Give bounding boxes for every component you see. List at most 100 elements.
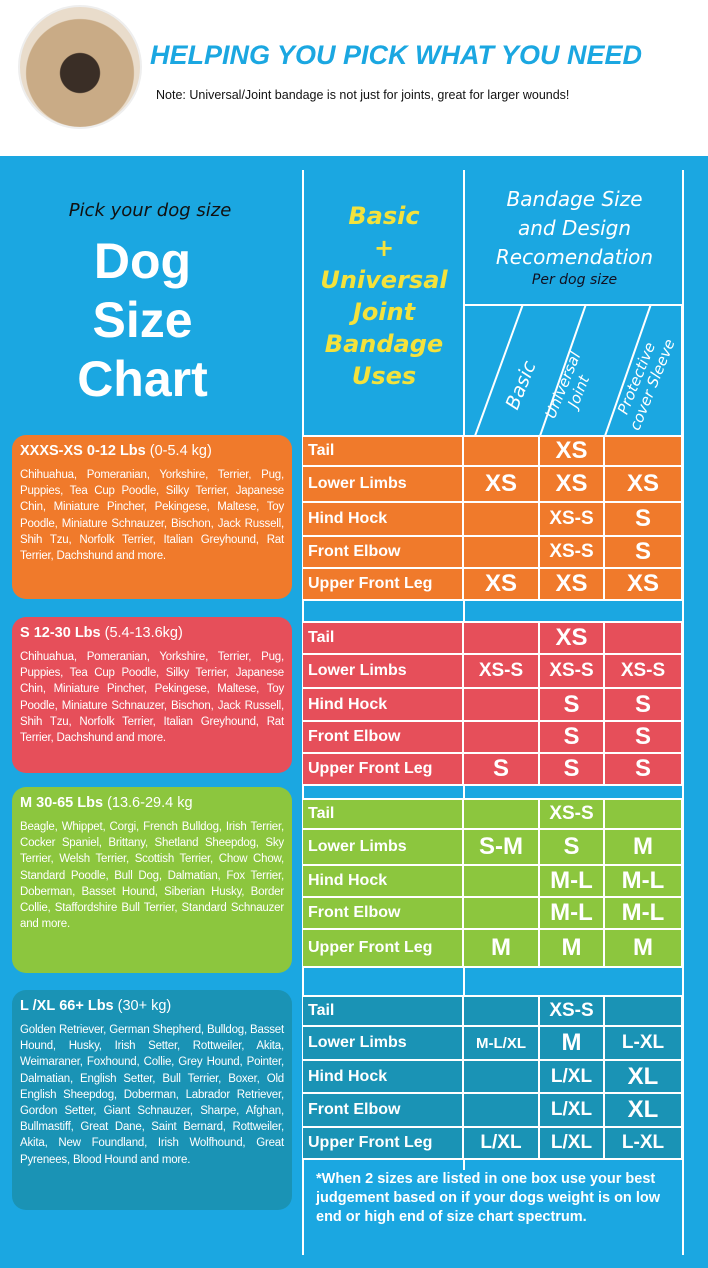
size-cell: M bbox=[464, 930, 540, 966]
size-cell: M bbox=[540, 1027, 605, 1059]
size-cell bbox=[464, 722, 540, 752]
size-cell: XS-S bbox=[540, 800, 605, 828]
size-cell: XS-S bbox=[464, 655, 540, 687]
size-cell bbox=[464, 800, 540, 828]
weight-lbs: 12-30 Lbs bbox=[33, 625, 101, 641]
body-part-label: Upper Front Leg bbox=[303, 930, 464, 966]
size-card: XXXS-XS 0-12 Lbs (0-5.4 kg) Chihuahua, Po… bbox=[12, 435, 292, 599]
divider bbox=[463, 304, 684, 306]
breed-list: Chihuahua, Pomeranian, Yorkshire, Terrie… bbox=[20, 469, 284, 563]
size-cell: S bbox=[605, 722, 683, 752]
size-cell: L/XL bbox=[540, 1128, 605, 1158]
table-row: Hind Hock M-L M-L bbox=[303, 866, 683, 898]
size-cell bbox=[605, 437, 683, 465]
size-cell: L/XL bbox=[464, 1128, 540, 1158]
size-cell: S-M bbox=[464, 830, 540, 864]
size-card: M 30-65 Lbs (13.6-29.4 kg Beagle, Whippet… bbox=[12, 787, 292, 973]
body-part-label: Front Elbow bbox=[303, 1094, 464, 1126]
size-cell: L/XL bbox=[540, 1094, 605, 1126]
size-cell: M-L bbox=[540, 866, 605, 896]
table-row: Upper Front Leg M M M bbox=[303, 930, 683, 968]
size-cell: XS-S bbox=[540, 537, 605, 567]
size-heading: S 12-30 Lbs (5.4-13.6kg) bbox=[20, 625, 284, 641]
body-part-label: Upper Front Leg bbox=[303, 754, 464, 784]
table-row: Upper Front Leg L/XL L/XL L-XL bbox=[303, 1128, 683, 1160]
table-row: Lower Limbs XS XS XS bbox=[303, 467, 683, 503]
body-part-label: Front Elbow bbox=[303, 537, 464, 567]
body-part-label: Hind Hock bbox=[303, 689, 464, 720]
size-cell bbox=[464, 437, 540, 465]
table-row: Lower Limbs XS-S XS-S XS-S bbox=[303, 655, 683, 689]
size-cell: XS bbox=[540, 437, 605, 465]
size-group-table bbox=[303, 621, 683, 786]
size-group-table bbox=[303, 798, 683, 968]
body-part-label: Front Elbow bbox=[303, 722, 464, 752]
table-row: Upper Front Leg S S S bbox=[303, 754, 683, 786]
weight-kg: (13.6-29.4 kg bbox=[107, 795, 193, 811]
size-label: L /XL bbox=[20, 998, 56, 1014]
pick-size-label: Pick your dog size bbox=[68, 200, 232, 221]
size-cell: XL bbox=[605, 1061, 683, 1092]
size-label: S bbox=[20, 625, 30, 641]
chart-title-line: Dog bbox=[93, 233, 192, 289]
column-slant-lines bbox=[474, 304, 683, 436]
pug-photo bbox=[18, 5, 142, 129]
size-cell: S bbox=[605, 689, 683, 720]
recommendation-heading: Bandage Size and Design Recomendation bbox=[466, 185, 683, 272]
uses-heading: Basic + Universal Joint Bandage Uses bbox=[305, 200, 463, 392]
table-row: Hind Hock L/XL XL bbox=[303, 1061, 683, 1094]
size-cell bbox=[605, 997, 683, 1025]
weight-lbs: 30-65 Lbs bbox=[36, 795, 104, 811]
size-cell: M bbox=[540, 930, 605, 966]
table-row: Upper Front Leg XS XS XS bbox=[303, 569, 683, 601]
divider bbox=[682, 170, 684, 1255]
body-part-label: Hind Hock bbox=[303, 503, 464, 535]
weight-kg: (0-5.4 kg) bbox=[149, 443, 212, 459]
size-cell: XS bbox=[540, 623, 605, 653]
size-cell: XS bbox=[540, 569, 605, 599]
size-cell bbox=[464, 898, 540, 928]
size-cell: M-L bbox=[605, 866, 683, 896]
heading-line: Universal bbox=[320, 266, 448, 294]
table-row: Lower Limbs M-L/XL M L-XL bbox=[303, 1027, 683, 1061]
body-part-label: Hind Hock bbox=[303, 1061, 464, 1092]
table-row: Front Elbow XS-S S bbox=[303, 537, 683, 569]
size-cell bbox=[464, 689, 540, 720]
table-row: Tail XS bbox=[303, 623, 683, 655]
size-card: L /XL 66+ Lbs (30+ kg) Golden Retriever, … bbox=[12, 990, 292, 1210]
size-cell bbox=[464, 623, 540, 653]
size-cell bbox=[605, 623, 683, 653]
size-group-table bbox=[303, 995, 683, 1160]
breed-list: Chihuahua, Pomeranian, Yorkshire, Terrie… bbox=[20, 651, 284, 745]
chart-title-line: Chart bbox=[77, 351, 208, 407]
size-cell bbox=[464, 997, 540, 1025]
table-row: Hind Hock XS-S S bbox=[303, 503, 683, 537]
size-group-table bbox=[303, 435, 683, 601]
body-part-label: Lower Limbs bbox=[303, 467, 464, 501]
page-title: HELPING YOU PICK WHAT YOU NEED bbox=[150, 40, 643, 70]
weight-kg: (30+ kg) bbox=[117, 998, 172, 1014]
size-cell: XS bbox=[464, 569, 540, 599]
table-row: Front Elbow L/XL XL bbox=[303, 1094, 683, 1128]
size-cell: S bbox=[605, 503, 683, 535]
size-heading: L /XL 66+ Lbs (30+ kg) bbox=[20, 998, 284, 1014]
heading-line: and Design bbox=[517, 216, 632, 240]
table-row: Tail XS bbox=[303, 437, 683, 467]
size-heading: XXXS-XS 0-12 Lbs (0-5.4 kg) bbox=[20, 443, 284, 459]
size-cell: S bbox=[605, 537, 683, 567]
heading-line: Bandage Size bbox=[506, 187, 643, 211]
size-cell: XS-S bbox=[540, 997, 605, 1025]
body-part-label: Hind Hock bbox=[303, 866, 464, 896]
body-part-label: Tail bbox=[303, 800, 464, 828]
heading-line: Joint bbox=[352, 298, 416, 326]
heading-line: Bandage bbox=[324, 330, 444, 358]
table-row: Lower Limbs S-M S M bbox=[303, 830, 683, 866]
size-card: S 12-30 Lbs (5.4-13.6kg) Chihuahua, Pomer… bbox=[12, 617, 292, 773]
size-cell: L-XL bbox=[605, 1128, 683, 1158]
body-part-label: Upper Front Leg bbox=[303, 569, 464, 599]
body-part-label: Tail bbox=[303, 437, 464, 465]
size-cell: S bbox=[540, 830, 605, 864]
size-cell: XS-S bbox=[540, 503, 605, 535]
body-part-label: Lower Limbs bbox=[303, 830, 464, 864]
heading-line: Uses bbox=[351, 362, 417, 390]
